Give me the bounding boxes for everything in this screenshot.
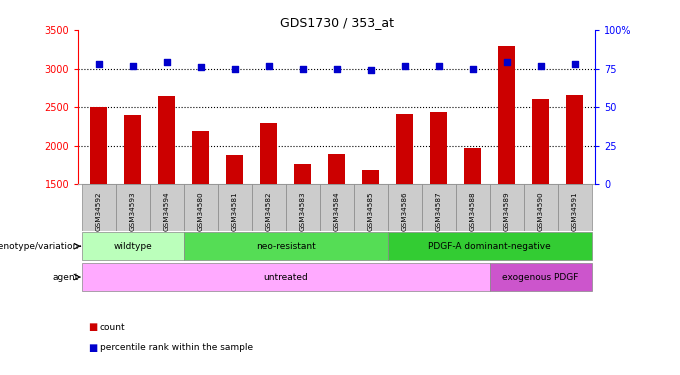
Point [263,63,274,69]
Text: GSM34586: GSM34586 [402,191,407,231]
Text: ■: ■ [88,322,98,332]
Title: GDS1730 / 353_at: GDS1730 / 353_at [279,16,394,29]
Bar [566,95,583,184]
Point [127,63,138,69]
Text: GSM34590: GSM34590 [538,191,543,231]
Point [229,66,240,72]
FancyBboxPatch shape [82,263,490,291]
FancyBboxPatch shape [82,232,184,260]
Point [467,66,478,72]
Bar [260,123,277,184]
FancyBboxPatch shape [150,184,184,231]
Text: agent: agent [52,273,79,282]
FancyBboxPatch shape [524,184,558,231]
Point [501,59,512,65]
Bar [328,153,345,184]
Point [399,63,410,69]
Text: GSM34584: GSM34584 [334,191,339,231]
Bar [226,155,243,184]
Point [331,66,342,72]
FancyBboxPatch shape [456,184,490,231]
FancyBboxPatch shape [558,184,592,231]
Point [365,67,376,73]
Bar [294,164,311,184]
Point [93,61,104,67]
Point [535,63,546,69]
Text: GSM34587: GSM34587 [436,191,441,231]
Bar [396,114,413,184]
Text: GSM34583: GSM34583 [300,191,305,231]
FancyBboxPatch shape [218,184,252,231]
Text: GSM34588: GSM34588 [470,191,475,231]
FancyBboxPatch shape [388,184,422,231]
Point [195,64,206,70]
FancyBboxPatch shape [422,184,456,231]
Point [297,66,308,72]
FancyBboxPatch shape [320,184,354,231]
Text: percentile rank within the sample: percentile rank within the sample [100,344,253,352]
Text: GSM34592: GSM34592 [96,191,101,231]
FancyBboxPatch shape [184,184,218,231]
Bar [192,131,209,184]
Text: GSM34589: GSM34589 [504,191,509,231]
FancyBboxPatch shape [490,184,524,231]
Bar [158,96,175,184]
Bar [430,112,447,184]
FancyBboxPatch shape [286,184,320,231]
Bar [90,107,107,184]
Text: count: count [100,323,126,332]
Text: GSM34585: GSM34585 [368,191,373,231]
Text: ■: ■ [88,342,98,352]
FancyBboxPatch shape [490,263,592,291]
Text: neo-resistant: neo-resistant [256,242,316,250]
Bar [532,99,549,184]
FancyBboxPatch shape [354,184,388,231]
FancyBboxPatch shape [116,184,150,231]
Text: GSM34580: GSM34580 [198,191,203,231]
Bar [362,170,379,184]
FancyBboxPatch shape [184,232,388,260]
Bar [498,46,515,184]
Point [433,63,444,69]
Text: exogenous PDGF: exogenous PDGF [503,273,579,282]
Text: untreated: untreated [263,273,308,282]
FancyBboxPatch shape [252,184,286,231]
Text: wildtype: wildtype [114,242,152,250]
FancyBboxPatch shape [388,232,592,260]
FancyBboxPatch shape [82,184,116,231]
Point [161,59,172,65]
Text: GSM34593: GSM34593 [130,191,135,231]
Text: genotype/variation: genotype/variation [0,242,79,250]
Text: PDGF-A dominant-negative: PDGF-A dominant-negative [428,242,551,250]
Text: GSM34581: GSM34581 [232,191,237,231]
Text: GSM34594: GSM34594 [164,191,169,231]
Text: GSM34582: GSM34582 [266,191,271,231]
Bar [464,148,481,184]
Text: GSM34591: GSM34591 [572,191,577,231]
Bar [124,115,141,184]
Point [569,61,580,67]
